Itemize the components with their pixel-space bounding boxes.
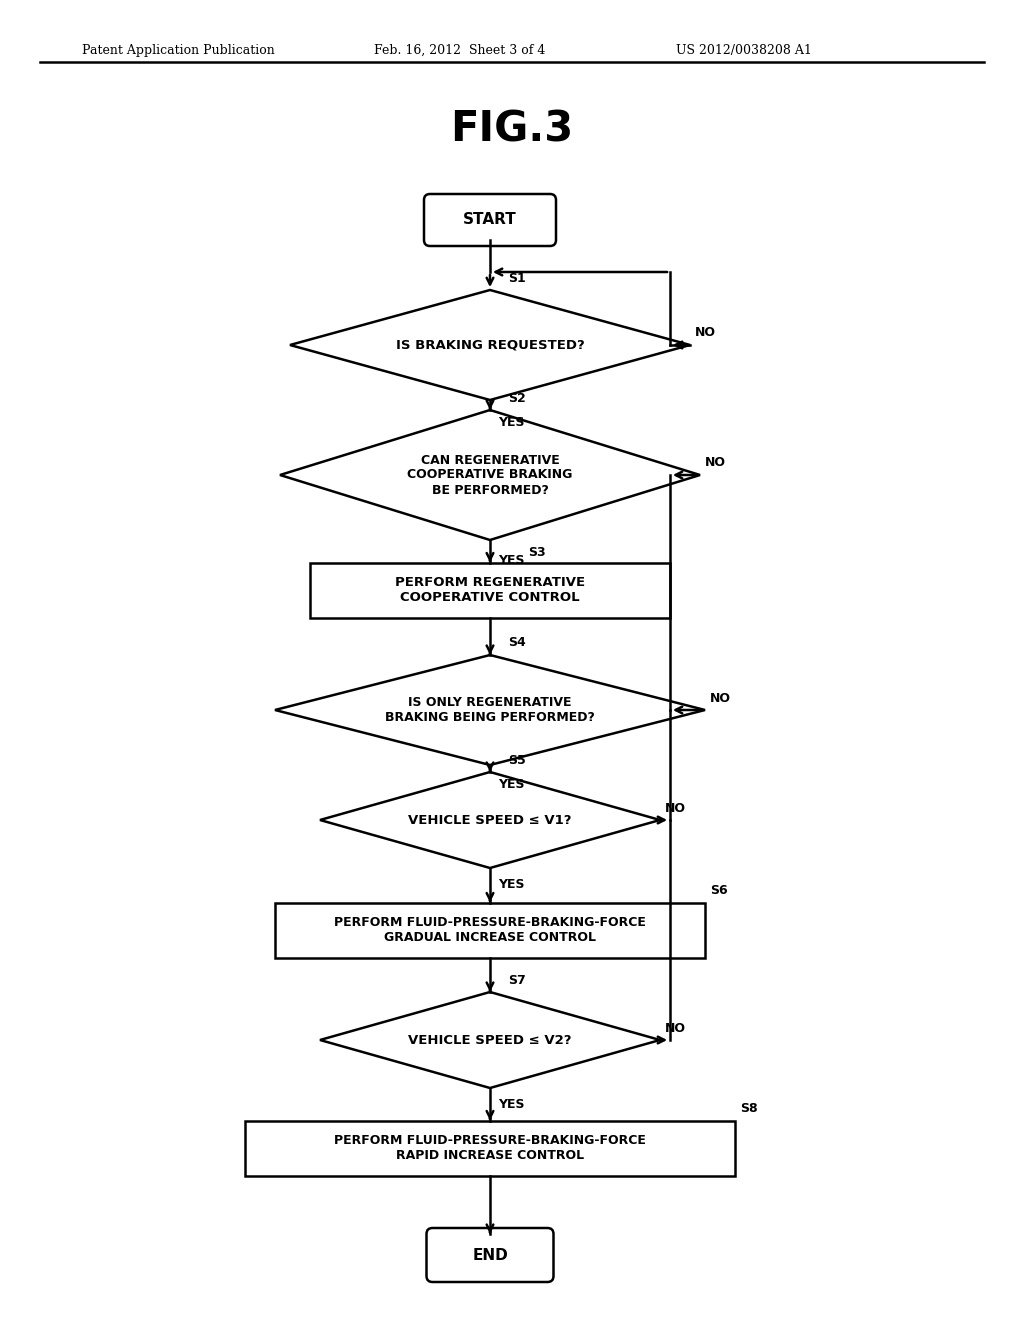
Text: Patent Application Publication: Patent Application Publication [82,44,274,57]
Text: START: START [463,213,517,227]
Text: S1: S1 [508,272,525,285]
Text: NO: NO [705,457,726,470]
Text: IS BRAKING REQUESTED?: IS BRAKING REQUESTED? [395,338,585,351]
Text: PERFORM FLUID-PRESSURE-BRAKING-FORCE
RAPID INCREASE CONTROL: PERFORM FLUID-PRESSURE-BRAKING-FORCE RAP… [334,1134,646,1162]
Text: END: END [472,1247,508,1262]
Polygon shape [319,772,660,869]
Text: YES: YES [498,878,524,891]
Text: S8: S8 [740,1102,758,1115]
Text: YES: YES [498,553,524,566]
FancyBboxPatch shape [424,194,556,246]
Text: VEHICLE SPEED ≤ V2?: VEHICLE SPEED ≤ V2? [409,1034,571,1047]
Text: Feb. 16, 2012  Sheet 3 of 4: Feb. 16, 2012 Sheet 3 of 4 [374,44,545,57]
Text: S7: S7 [508,974,525,986]
Text: IS ONLY REGENERATIVE
BRAKING BEING PERFORMED?: IS ONLY REGENERATIVE BRAKING BEING PERFO… [385,696,595,723]
Text: NO: NO [665,801,686,814]
Text: S5: S5 [508,754,525,767]
Text: CAN REGENERATIVE
COOPERATIVE BRAKING
BE PERFORMED?: CAN REGENERATIVE COOPERATIVE BRAKING BE … [408,454,572,496]
Text: S2: S2 [508,392,525,404]
Bar [275,903,705,957]
Text: PERFORM FLUID-PRESSURE-BRAKING-FORCE
GRADUAL INCREASE CONTROL: PERFORM FLUID-PRESSURE-BRAKING-FORCE GRA… [334,916,646,944]
Text: S4: S4 [508,636,525,649]
Text: FIG.3: FIG.3 [451,110,573,150]
FancyBboxPatch shape [427,1228,554,1282]
Text: NO: NO [665,1022,686,1035]
Text: S3: S3 [528,545,546,558]
Polygon shape [280,411,700,540]
Text: PERFORM REGENERATIVE
COOPERATIVE CONTROL: PERFORM REGENERATIVE COOPERATIVE CONTROL [395,576,585,605]
Text: VEHICLE SPEED ≤ V1?: VEHICLE SPEED ≤ V1? [409,813,571,826]
Polygon shape [319,993,660,1088]
Text: US 2012/0038208 A1: US 2012/0038208 A1 [676,44,812,57]
Polygon shape [290,290,690,400]
Text: YES: YES [498,779,524,792]
Text: NO: NO [695,326,716,339]
Bar [245,1121,735,1176]
Polygon shape [275,655,705,766]
Text: S6: S6 [710,884,728,898]
Text: NO: NO [710,692,731,705]
Text: YES: YES [498,416,524,429]
Text: YES: YES [498,1097,524,1110]
Bar [310,562,670,618]
